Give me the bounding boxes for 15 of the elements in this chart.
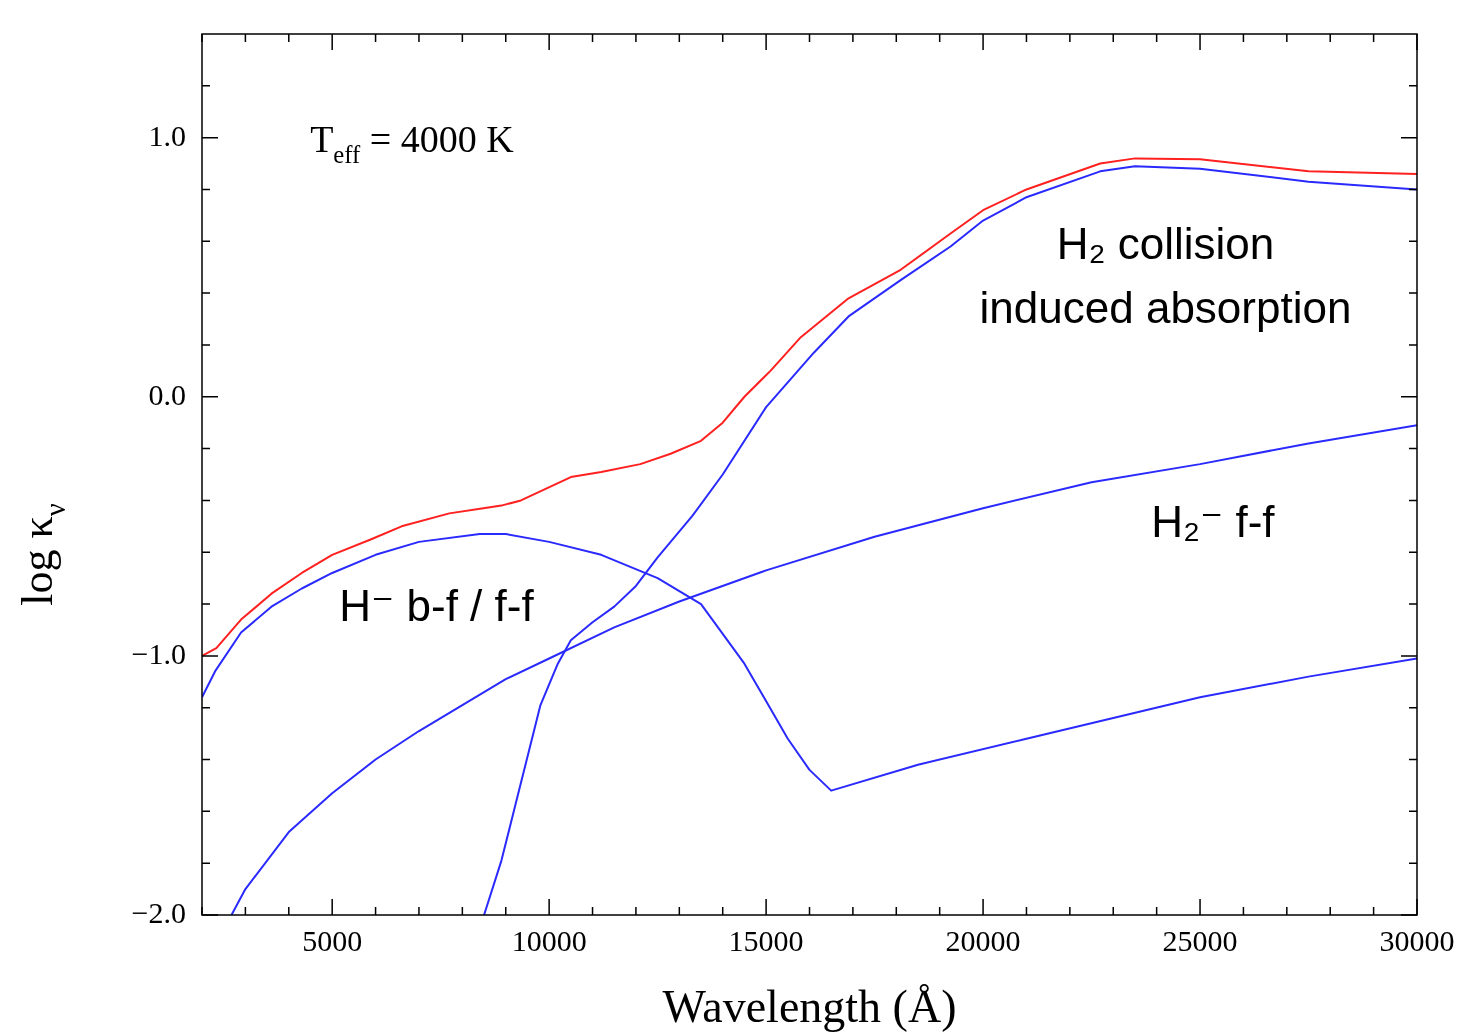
annotation: H⁻ b-f / f-f [339, 580, 535, 630]
annotation: H₂ collision induced absorption [979, 219, 1352, 333]
x-tick-label: 25000 [1162, 923, 1238, 957]
y-tick-label: 0.0 [148, 377, 186, 411]
x-tick-label: 10000 [511, 923, 587, 957]
y-tick-label: −2.0 [131, 895, 186, 929]
x-tick-label: 15000 [728, 923, 804, 957]
x-tick-label: 5000 [302, 923, 363, 957]
x-axis-title: Wavelength (Å) [662, 981, 957, 1032]
x-tick-label: 30000 [1379, 923, 1455, 957]
y-tick-label: 1.0 [148, 118, 186, 152]
x-tick-label: 20000 [945, 923, 1021, 957]
y-axis-title: log κν [13, 503, 72, 606]
annotation: H₂⁻ f-f [1151, 496, 1276, 546]
y-tick-label: −1.0 [131, 636, 186, 670]
